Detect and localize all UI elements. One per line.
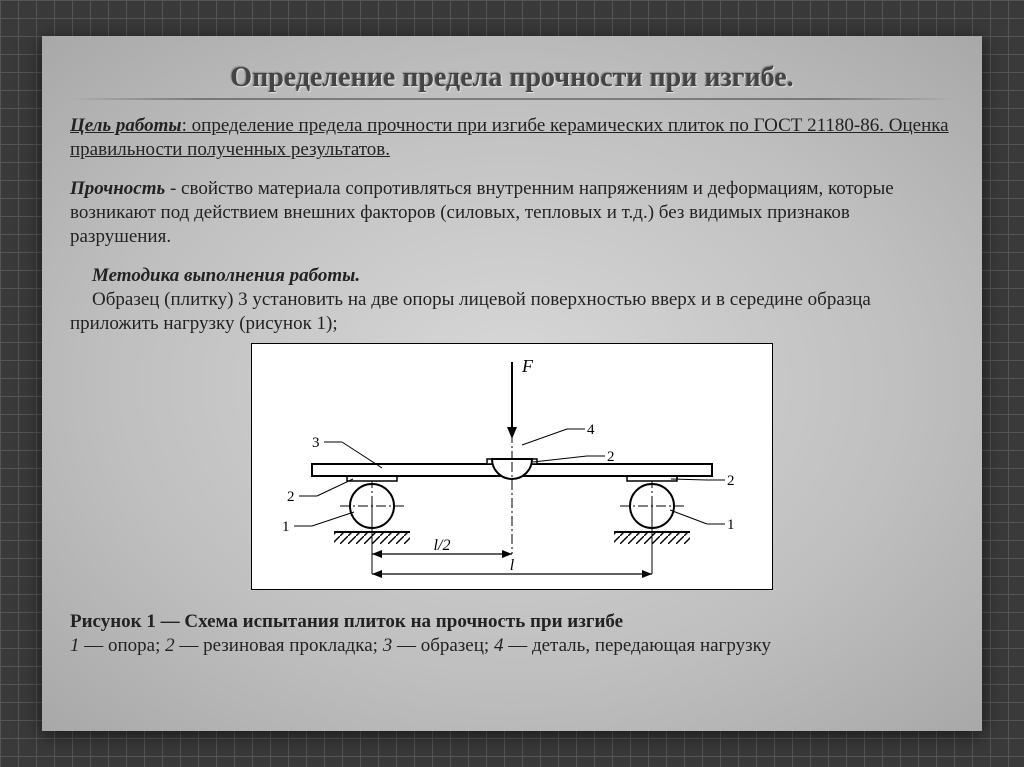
caption-item-text: — деталь, передающая нагрузку	[503, 635, 771, 656]
caption-item-text: — образец;	[392, 635, 494, 656]
svg-text:3: 3	[312, 435, 320, 451]
method-block: Методика выполнения работы. Образец (пли…	[70, 264, 954, 337]
strength-text: - свойство материала сопротивляться внут…	[70, 178, 894, 248]
slide-panel: Определение предела прочности при изгибе…	[42, 36, 982, 731]
caption-item-number: 4	[494, 635, 504, 656]
caption-items: 1 — опора; 2 — резиновая прокладка; 3 — …	[70, 634, 954, 658]
svg-text:F: F	[521, 356, 534, 376]
figure-caption: Рисунок 1 — Схема испытания плиток на пр…	[70, 610, 954, 659]
strength-label: Прочность	[70, 178, 165, 199]
caption-item-number: 2	[165, 635, 175, 656]
method-text: Образец (плитку) 3 установить на две опо…	[70, 288, 954, 337]
svg-text:l/2: l/2	[434, 537, 451, 554]
caption-item-text: — опора;	[80, 635, 166, 656]
caption-lead: Рисунок 1 — Схема испытания плиток на пр…	[70, 610, 954, 634]
body-text: Цель работы: определение предела прочнос…	[70, 114, 954, 658]
grid-background: Определение предела прочности при изгибе…	[0, 0, 1024, 767]
svg-text:1: 1	[282, 519, 290, 535]
caption-item-number: 3	[383, 635, 393, 656]
svg-text:2: 2	[607, 449, 615, 465]
slide-title: Определение предела прочности при изгибе…	[70, 62, 954, 94]
caption-item-text: — резиновая прокладка;	[175, 635, 383, 656]
bending-test-diagram: Fl/2l3422211	[251, 343, 773, 590]
goal-label: Цель работы	[70, 115, 182, 136]
svg-text:2: 2	[727, 473, 735, 489]
diagram-container: Fl/2l3422211	[70, 343, 954, 596]
goal-text: : определение предела прочности при изги…	[70, 115, 949, 160]
method-heading: Методика выполнения работы.	[70, 264, 954, 288]
strength-paragraph: Прочность - свойство материала сопротивл…	[70, 177, 954, 250]
svg-text:2: 2	[287, 489, 295, 505]
caption-item-number: 1	[70, 635, 80, 656]
svg-text:1: 1	[727, 517, 735, 533]
svg-text:4: 4	[587, 422, 595, 438]
title-underline	[70, 98, 954, 100]
diagram-svg: Fl/2l3422211	[252, 344, 772, 589]
goal-paragraph: Цель работы: определение предела прочнос…	[70, 114, 954, 163]
svg-text:l: l	[510, 557, 515, 574]
